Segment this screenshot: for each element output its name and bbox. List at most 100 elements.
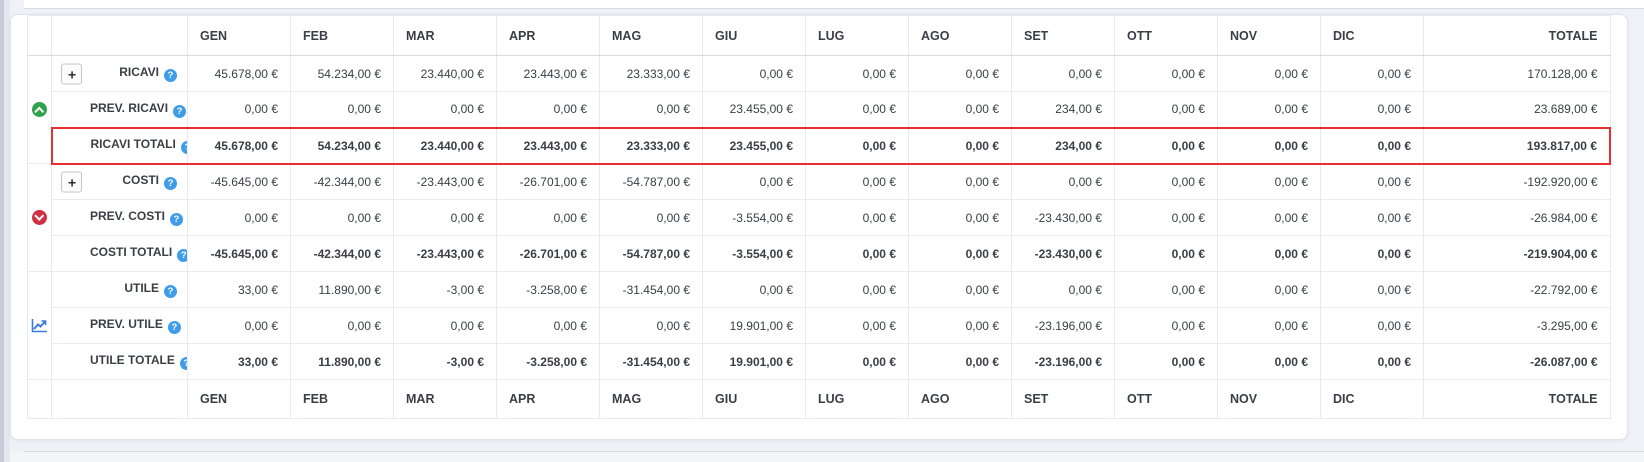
table-row-ricavi: + RICAVI? 45.678,00 €54.234,00 €23.440,00 … xyxy=(27,55,1611,164)
value-cell-costi-totali-lug: 0,00 € xyxy=(805,235,909,272)
column-header-dic: DIC xyxy=(1320,379,1424,419)
value-cell-utile-nov: 0,00 € xyxy=(1217,271,1321,308)
expand-row-button[interactable]: + xyxy=(61,63,82,84)
row-label: RICAVI TOTALI xyxy=(90,137,176,151)
value-cell-ricavi-totali-ago: 0,00 € xyxy=(908,126,1012,165)
value-cell-costi-totali-gen: -45.645,00 € xyxy=(187,235,291,272)
column-header-ago: AGO xyxy=(908,15,1012,56)
chart-line-icon[interactable] xyxy=(31,318,48,333)
column-header-feb: FEB xyxy=(290,15,394,56)
value-cell-ricavi-totali-set: 234,00 € xyxy=(1011,126,1115,165)
value-cell-prev-ricavi-nov: 0,00 € xyxy=(1217,91,1321,128)
value-cell-costi-apr: -26.701,00 € xyxy=(496,163,600,200)
value-cell-utile-lug: 0,00 € xyxy=(805,271,909,308)
trend-down-circle-icon xyxy=(32,210,47,226)
column-header-mar: MAR xyxy=(393,15,497,56)
row-label-cell-prev-costi: PREV. COSTI? xyxy=(51,199,188,236)
table-footer: GEN FEB MAR APR MAG GIU LUG AGO SET OTT NOV DIC TOTA… xyxy=(27,379,1611,419)
table-row-costi-totali: COSTI TOTALI? -45.645,00 € -42.344,00 € -23… xyxy=(28,235,1611,272)
row-label: UTILE TOTALE xyxy=(90,353,175,367)
spacer-cell xyxy=(51,379,188,419)
table-row-prev-costi: PREV. COSTI? 0,00 €0,00 €0,00 €0,00 €0,00… xyxy=(28,199,1611,236)
page-background-lower xyxy=(10,452,1644,462)
value-cell-prev-utile-gen: 0,00 € xyxy=(187,307,291,344)
value-cell-utile-totale: -22.792,00 € xyxy=(1423,271,1611,308)
table-row-prev-ricavi: PREV. RICAVI? 0,00 €0,00 €0,00 €0,00 €0,0… xyxy=(28,91,1611,128)
value-cell-costi-totali-mag: -54.787,00 € xyxy=(599,235,703,272)
column-header-dic: DIC xyxy=(1320,15,1424,56)
value-cell-ricavi-totali-gen: 45.678,00 € xyxy=(187,126,291,165)
value-cell-prev-ricavi-mar: 0,00 € xyxy=(393,91,497,128)
value-cell-prev-costi-dic: 0,00 € xyxy=(1320,199,1424,236)
value-cell-ricavi-totale: 170.128,00 € xyxy=(1423,55,1611,92)
column-header-mar: MAR xyxy=(393,379,497,419)
value-cell-prev-costi-giu: -3.554,00 € xyxy=(702,199,806,236)
help-icon[interactable]: ? xyxy=(167,321,181,334)
value-cell-utile-ago: 0,00 € xyxy=(908,271,1012,308)
row-label-cell-utile-totale: UTILE TOTALE? xyxy=(51,343,188,380)
column-header-lug: LUG xyxy=(805,379,909,419)
help-icon[interactable]: ? xyxy=(177,249,187,262)
value-cell-utile-dic: 0,00 € xyxy=(1320,271,1424,308)
row-label-cell-ricavi: + RICAVI? xyxy=(51,55,188,92)
help-icon[interactable]: ? xyxy=(173,104,187,118)
column-header-nov: NOV xyxy=(1217,15,1321,56)
value-cell-costi-totali-giu: -3.554,00 € xyxy=(702,235,806,272)
value-cell-costi-mar: -23.443,00 € xyxy=(393,163,497,200)
column-header-mag: MAG xyxy=(599,379,703,419)
value-cell-costi-totali-ago: 0,00 € xyxy=(908,235,1012,272)
row-label-cell-costi: + COSTI? xyxy=(51,163,188,200)
row-label-cell-ricavi-totali: RICAVI TOTALI? xyxy=(50,126,188,165)
trend-up-circle-icon xyxy=(31,102,47,118)
value-cell-costi-totali-feb: -42.344,00 € xyxy=(290,235,394,272)
table-row-prev-utile: PREV. UTILE? 0,00 €0,00 €0,00 €0,00 €0,00… xyxy=(28,307,1611,344)
row-label: PREV. RICAVI xyxy=(90,100,169,115)
value-cell-costi-totali-dic: 0,00 € xyxy=(1320,235,1424,272)
value-cell-ricavi-totali-lug: 0,00 € xyxy=(805,126,909,165)
value-cell-ricavi-totali-ott: 0,00 € xyxy=(1114,126,1218,165)
value-cell-ricavi-mag: 23.333,00 € xyxy=(599,55,703,92)
value-cell-costi-ott: 0,00 € xyxy=(1114,163,1218,200)
column-header-apr: APR xyxy=(496,379,600,419)
help-icon[interactable]: ? xyxy=(164,177,177,191)
value-cell-ricavi-mar: 23.440,00 € xyxy=(393,55,497,92)
help-icon[interactable]: ? xyxy=(164,285,177,298)
value-cell-ricavi-totali-feb: 54.234,00 € xyxy=(290,126,394,165)
value-cell-prev-costi-apr: 0,00 € xyxy=(496,199,600,236)
column-header-set: SET xyxy=(1011,15,1115,56)
value-cell-costi-totali-apr: -26.701,00 € xyxy=(496,235,600,272)
column-header-ott: OTT xyxy=(1114,379,1218,419)
value-cell-prev-costi-set: -23.430,00 € xyxy=(1011,199,1115,236)
value-cell-ricavi-totali-mag: 23.333,00 € xyxy=(599,126,703,165)
value-cell-utile-giu: 0,00 € xyxy=(702,271,806,308)
value-cell-costi-totali-mar: -23.443,00 € xyxy=(393,235,497,272)
value-cell-costi-gen: -45.645,00 € xyxy=(187,163,291,200)
expand-row-button[interactable]: + xyxy=(61,171,82,193)
value-cell-costi-set: 0,00 € xyxy=(1011,163,1115,200)
row-label: PREV. UTILE xyxy=(90,317,163,331)
table-wrapper: GEN FEB MAR APR MAG GIU LUG AGO SET OTT NOV DIC TOTA… xyxy=(27,15,1611,419)
value-cell-prev-ricavi-gen: 0,00 € xyxy=(187,91,291,128)
help-icon[interactable]: ? xyxy=(169,213,183,226)
row-label: PREV. COSTI xyxy=(90,209,165,223)
value-cell-costi-dic: 0,00 € xyxy=(1320,163,1424,200)
column-header-ott: OTT xyxy=(1114,15,1218,56)
table-row-utile: UTILE? 33,00 €11.890,00 € -3,00 € -3.258,00… xyxy=(27,271,1611,380)
value-cell-costi-totali-totale: -219.904,00 € xyxy=(1423,235,1611,272)
value-cell-ricavi-totali-mar: 23.440,00 € xyxy=(393,126,497,165)
help-icon[interactable]: ? xyxy=(164,69,177,82)
value-cell-prev-utile-mag: 0,00 € xyxy=(599,307,703,344)
value-cell-utile-totale-mag: -31.454,00 € xyxy=(599,343,703,380)
row-label-cell-prev-utile: PREV. UTILE? xyxy=(51,307,188,344)
page-section-divider xyxy=(24,451,1644,452)
value-cell-costi-giu: 0,00 € xyxy=(702,163,806,200)
value-cell-ricavi-dic: 0,00 € xyxy=(1320,55,1424,92)
value-cell-prev-utile-lug: 0,00 € xyxy=(805,307,909,344)
help-icon[interactable]: ? xyxy=(180,141,187,154)
value-cell-utile-feb: 11.890,00 € xyxy=(290,271,394,308)
value-cell-ricavi-set: 0,00 € xyxy=(1011,55,1115,92)
column-header-apr: APR xyxy=(496,15,600,56)
value-cell-utile-totale-ott: 0,00 € xyxy=(1114,343,1218,380)
help-icon[interactable]: ? xyxy=(179,357,187,370)
value-cell-ricavi-apr: 23.443,00 € xyxy=(496,55,600,92)
